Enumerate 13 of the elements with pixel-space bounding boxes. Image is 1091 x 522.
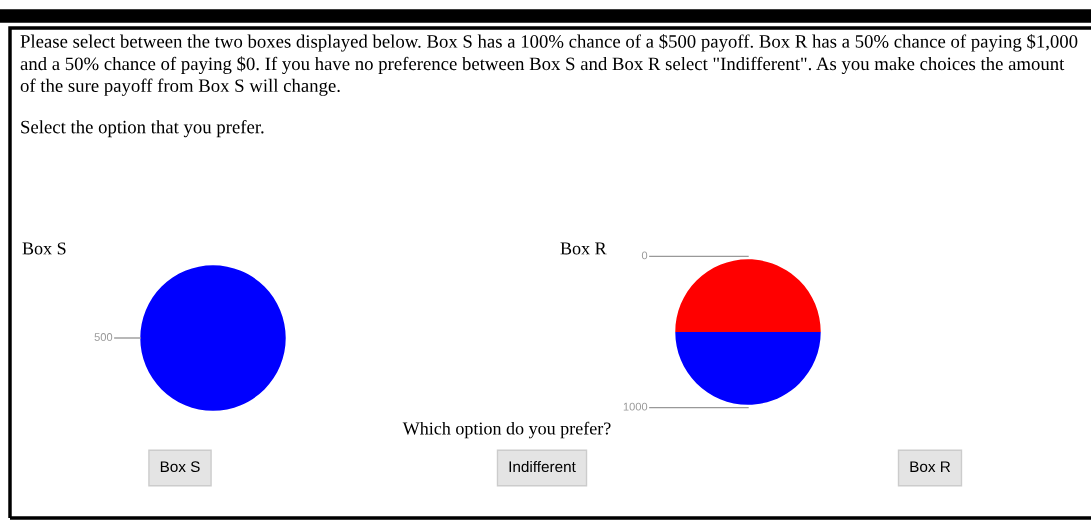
text: Box S — [160, 461, 200, 473]
text: Indifferent — [509, 460, 576, 473]
pie-slice — [675, 259, 821, 332]
text: Which option do you prefer? — [402, 421, 611, 439]
chart-title: Box R — [560, 242, 607, 255]
text: Box R — [910, 461, 951, 473]
text: Select the option that you prefer. — [21, 120, 264, 138]
chart-title: Box S — [22, 242, 66, 255]
pie-slice — [675, 332, 821, 405]
slice-label: 500 — [94, 333, 113, 341]
slice-label: 0 — [641, 251, 648, 260]
slice-label: 1000 — [623, 402, 648, 411]
text: Please select between the two boxes displayed below. Box S has a 100% chance of a $500 payoff. Box R has a 50% chance of paying $1,000 and a 50% chance of paying $0. If you have no preference between Box S and Box R select "Indifferent". As you make choices the amount of the sure payoff from Box S will change. — [20, 34, 1078, 96]
